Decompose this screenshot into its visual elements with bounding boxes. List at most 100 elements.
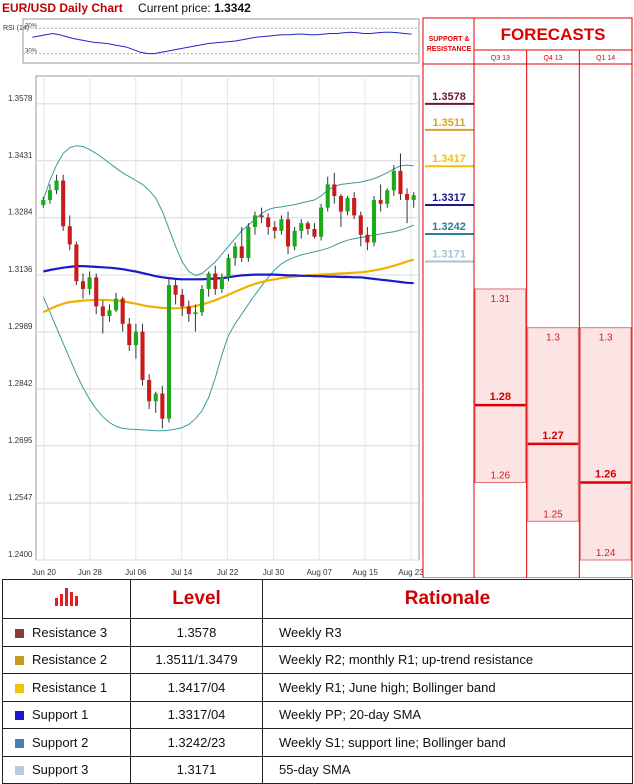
candle-body [61,180,66,227]
y-tick-label: 1.2400 [8,550,33,559]
candle-body [166,285,172,419]
candle-body [332,184,337,197]
candle-body [411,195,416,200]
forecast-key-label: 1.26 [595,469,616,481]
candle-body [358,215,363,235]
forecast-range-bar [527,327,579,522]
table-row: Resistance 1 1.3417/04 Weekly R1; June hig… [2,673,633,702]
level-name-cell: Support 1 [2,700,131,729]
bar-chart-icon [54,588,78,606]
color-swatch [15,628,24,638]
bollinger-upper-band [42,145,414,276]
sr-level-label: 1.3417 [432,153,466,165]
x-tick-label: Aug 15 [352,568,378,577]
forecast-low-label: 1.25 [543,509,563,520]
candle-body [120,298,125,324]
y-tick-label: 1.3284 [8,208,33,217]
candle-body [319,207,324,237]
x-tick-label: Jun 20 [32,568,57,577]
level-value: 1.3511/1.3479 [130,645,263,674]
color-swatch [15,738,24,748]
level-rationale: Weekly PP; 20-day SMA [262,700,633,729]
level-name: Resistance 3 [32,624,108,640]
forecast-high-label: 1.3 [546,333,560,344]
level-rationale: Weekly S1; support line; Bollinger band [262,728,633,757]
candle-body [239,246,244,258]
candle-body [47,190,52,200]
candle-body [186,306,191,315]
sr-level-label: 1.3171 [432,248,466,260]
color-swatch [15,711,24,721]
forecast-low-label: 1.24 [596,548,616,559]
sr-title-line2: RESISTANCE [427,46,472,53]
candle-body [292,230,297,247]
candle-body [226,257,231,278]
candle-body [127,323,132,346]
y-tick-label: 1.2695 [8,436,33,445]
level-value: 1.3242/23 [130,728,263,757]
sr-level-label: 1.3511 [432,117,465,129]
forecast-title: FORECASTS [501,25,606,44]
level-name-cell: Support 3 [2,755,131,784]
level-name: Support 1 [32,707,89,723]
current-price-value: 1.3342 [214,1,251,15]
forecast-low-label: 1.26 [491,471,511,482]
rsi-line [32,31,412,55]
rsi-plot-frame [22,18,420,64]
level-value: 1.3417/04 [130,673,263,702]
candle-body [338,196,343,212]
chart-header: EUR/USD Daily Chart Current price: 1.334… [2,1,251,15]
table-row: Support 3 1.3171 55-day SMA [2,755,633,784]
candle-body [160,393,165,419]
candle-body [371,199,377,243]
level-rationale: Weekly R2; monthly R1; up-trend resistan… [262,645,633,674]
candle-body [365,234,370,243]
candle-body [405,194,410,200]
candle-body [153,393,158,402]
candle-body [325,184,330,208]
x-tick-label: Jun 28 [78,568,103,577]
candle-body [100,306,105,317]
y-tick-label: 1.3578 [8,94,33,103]
candle-body [219,277,224,289]
support-resistance-panel [422,17,475,578]
candle-body [279,219,284,231]
candle-body [74,244,79,282]
level-name: Support 3 [32,762,89,778]
candle-body [147,379,152,402]
level-value: 1.3578 [130,618,263,647]
forecast-period-label: Q1 14 [596,55,615,62]
bollinger-lower-band [42,224,414,432]
level-name-cell: Support 2 [2,728,131,757]
sr-title-line1: SUPPORT & [429,36,470,43]
candle-body [385,190,390,204]
candle-body [41,199,46,205]
sr-level-label: 1.3242 [432,221,466,233]
forecast-key-label: 1.27 [542,430,563,442]
level-name-cell: Resistance 1 [2,673,131,702]
candle-body [114,298,119,311]
table-row: Resistance 3 1.3578 Weekly R3 [2,618,633,647]
candle-body [193,312,198,315]
y-tick-label: 1.3431 [8,151,33,160]
level-rationale: Weekly R1; June high; Bollinger band [262,673,633,702]
level-name: Resistance 2 [32,652,108,668]
candle-body [233,246,238,258]
candle-body [352,197,357,216]
candle-body [246,227,251,258]
x-tick-label: Jul 30 [263,568,285,577]
candle-body [345,197,350,212]
x-tick-label: Aug 23 [398,568,424,577]
forecast-high-label: 1.31 [491,294,511,305]
candle-body [305,223,310,229]
y-tick-label: 1.3136 [8,265,33,274]
y-tick-label: 1.2547 [8,493,33,502]
color-swatch [15,766,24,776]
x-tick-label: Jul 06 [125,568,147,577]
table-row: Resistance 2 1.3511/1.3479 Weekly R2; mont… [2,645,633,674]
forecast-range-bar [474,288,527,484]
candle-body [213,273,218,289]
rsi-level-label: 30% [25,49,38,55]
table-header-level: Level [130,579,263,619]
candle-body [252,215,258,228]
